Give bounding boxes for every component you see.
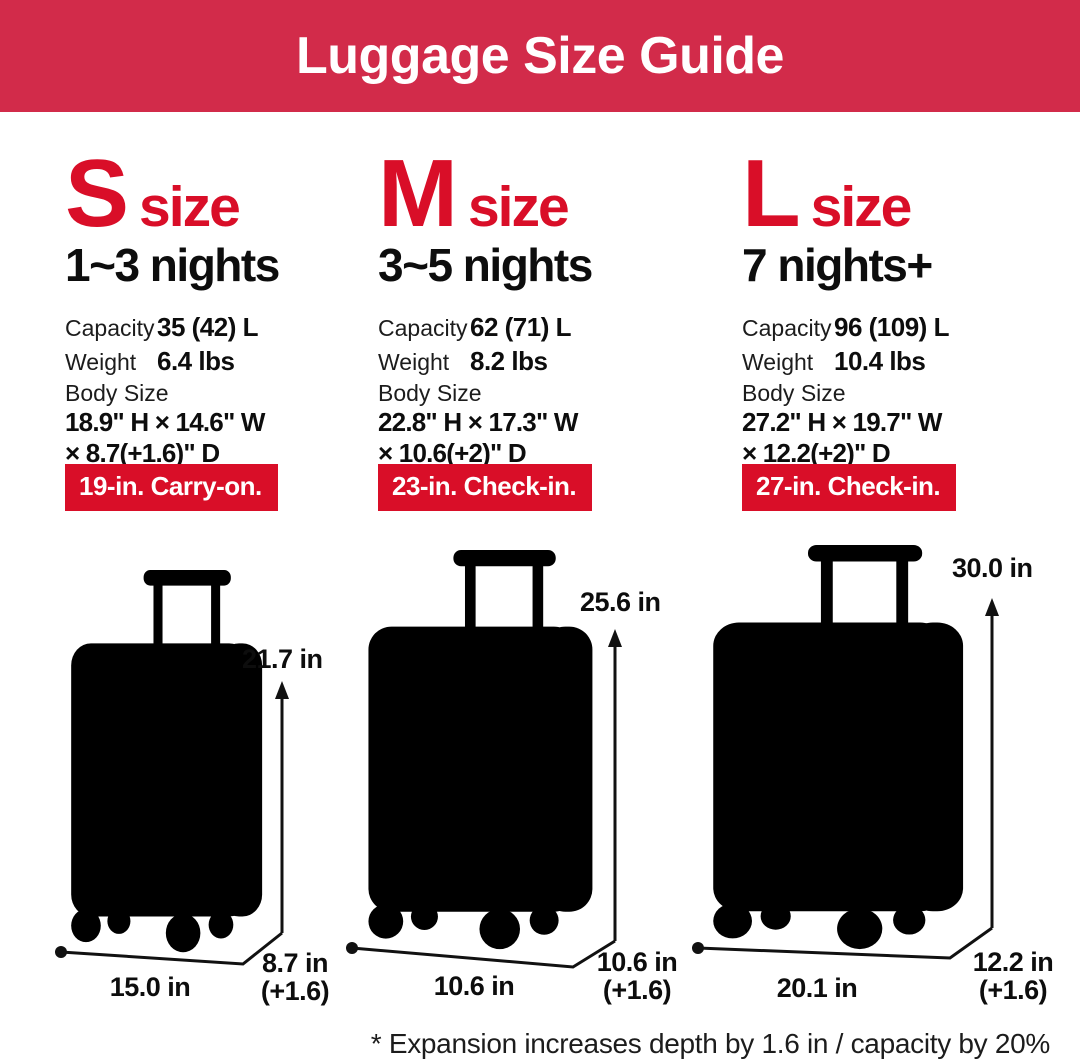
weight-row: Weight 6.4 lbs	[65, 346, 235, 377]
body-dimensions-line2: × 12.2(+2)" D	[742, 438, 891, 468]
header-banner: Luggage Size Guide	[0, 0, 1080, 112]
height-dimension-label: 30.0 in	[952, 553, 1033, 583]
body-dimensions-line1: 22.8" H × 17.3" W	[378, 407, 578, 437]
weight-label: Weight	[378, 349, 450, 375]
page-title: Luggage Size Guide	[296, 27, 784, 85]
size-class-badge: 23-in. Check-in.	[378, 464, 593, 511]
body-dimensions-line2: × 8.7(+1.6)" D	[65, 438, 220, 468]
capacity-row: Capacity 96 (109) L	[742, 312, 949, 343]
capacity-value: 96 (109) L	[834, 312, 949, 342]
capacity-row: Capacity 62 (71) L	[378, 312, 572, 343]
size-class-badge: 19-in. Carry-on.	[65, 464, 278, 511]
body-dimensions-line2: × 10.6(+2)" D	[378, 438, 527, 468]
weight-label: Weight	[742, 349, 814, 375]
body-dimensions: 22.8" H × 17.3" W × 10.6(+2)" D	[378, 407, 578, 469]
depth-value: 12.2 in	[972, 947, 1054, 977]
depth-value: 8.7 in	[261, 948, 329, 978]
size-heading-l: L size	[742, 140, 913, 247]
depth-value: 10.6 in	[596, 947, 678, 977]
size-word: size	[810, 175, 913, 239]
body-dimensions: 27.2" H × 19.7" W × 12.2(+2)" D	[742, 407, 942, 469]
suitcase-m-illustration	[368, 550, 593, 950]
weight-value: 6.4 lbs	[157, 346, 235, 376]
size-heading-s: S size	[65, 140, 241, 247]
depth-dimension-label: 8.7 in (+1.6)	[235, 949, 355, 1005]
expansion-footnote: * Expansion increases depth by 1.6 in / …	[370, 1028, 1051, 1059]
capacity-label: Capacity	[378, 315, 468, 341]
weight-value: 10.4 lbs	[834, 346, 926, 376]
weight-row: Weight 10.4 lbs	[742, 346, 926, 377]
body-size-label: Body Size	[65, 380, 169, 406]
size-word: size	[139, 175, 241, 239]
depth-expansion: (+1.6)	[602, 975, 672, 1005]
capacity-value: 62 (71) L	[470, 312, 572, 342]
suitcase-l-illustration	[713, 545, 964, 950]
size-column-s: S size 1~3 nights Capacity 35 (42) L Wei…	[65, 140, 365, 520]
depth-expansion: (+1.6)	[978, 975, 1048, 1005]
size-column-l: L size 7 nights+ Capacity 96 (109) L Wei…	[742, 140, 1042, 520]
height-arrow-icon	[985, 598, 999, 928]
suitcase-s-illustration	[71, 570, 263, 953]
size-heading-m: M size	[378, 140, 570, 247]
nights-range: 7 nights+	[742, 239, 933, 291]
height-dimension-label: 21.7 in	[242, 644, 323, 674]
capacity-value: 35 (42) L	[157, 312, 259, 342]
width-dimension-label: 10.6 in	[433, 971, 515, 1001]
depth-dimension-label: 12.2 in (+1.6)	[953, 948, 1073, 1004]
depth-dimension-label: 10.6 in (+1.6)	[577, 948, 697, 1004]
size-letter: M	[378, 140, 458, 247]
size-class-badge: 27-in. Check-in.	[742, 464, 957, 511]
figure-panel-l: 30.0 in 20.1 in 12.2 in (+1.6)	[680, 538, 1080, 1010]
height-arrow-icon	[608, 629, 622, 941]
width-depth-baseline-icon	[55, 931, 283, 966]
capacity-label: Capacity	[65, 315, 155, 341]
height-arrow-icon	[275, 681, 289, 933]
nights-range: 1~3 nights	[65, 239, 280, 291]
width-dimension-label: 15.0 in	[109, 972, 191, 1002]
capacity-row: Capacity 35 (42) L	[65, 312, 259, 343]
body-size-label: Body Size	[742, 380, 846, 406]
body-dimensions: 18.9" H × 14.6" W × 8.7(+1.6)" D	[65, 407, 265, 469]
weight-value: 8.2 lbs	[470, 346, 548, 376]
size-letter: S	[65, 140, 129, 247]
nights-range: 3~5 nights	[378, 239, 593, 291]
figure-panel-m: 25.6 in 10.6 in 10.6 in (+1.6)	[340, 540, 680, 1010]
size-column-m: M size 3~5 nights Capacity 62 (71) L Wei…	[378, 140, 678, 520]
weight-label: Weight	[65, 349, 137, 375]
weight-row: Weight 8.2 lbs	[378, 346, 548, 377]
depth-expansion: (+1.6)	[260, 976, 330, 1006]
body-size-label: Body Size	[378, 380, 482, 406]
width-dimension-label: 20.1 in	[776, 973, 858, 1003]
body-dimensions-line1: 27.2" H × 19.7" W	[742, 407, 942, 437]
size-word: size	[467, 175, 570, 239]
width-depth-baseline-icon	[692, 926, 993, 960]
capacity-label: Capacity	[742, 315, 832, 341]
body-dimensions-line1: 18.9" H × 14.6" W	[65, 407, 265, 437]
height-dimension-label: 25.6 in	[580, 587, 661, 617]
figure-panel-s: 21.7 in 15.0 in 8.7 in (+1.6)	[40, 545, 360, 1010]
width-depth-baseline-icon	[346, 939, 616, 969]
size-letter: L	[742, 140, 801, 247]
